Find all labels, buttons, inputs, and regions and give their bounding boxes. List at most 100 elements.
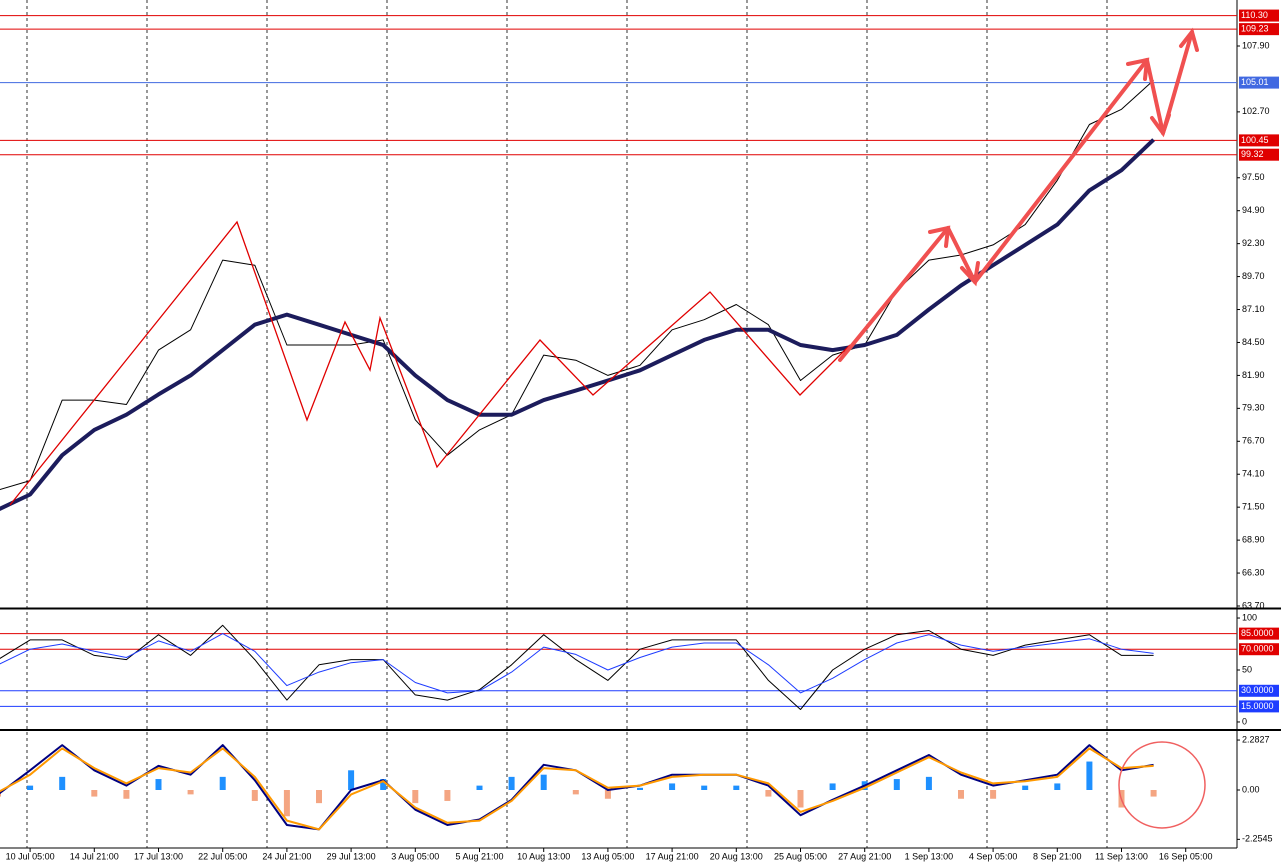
y-tick-label: 71.50 — [1242, 502, 1265, 512]
y-tick-label: 79.30 — [1242, 403, 1265, 413]
level-label: 109.23 — [1241, 24, 1269, 34]
x-tick-label: 14 Jul 21:00 — [70, 851, 119, 861]
series-line — [0, 624, 1154, 710]
x-tick-label: 10 Aug 13:00 — [517, 851, 570, 861]
series-line — [0, 747, 1154, 831]
histogram-bar — [283, 790, 290, 817]
y-tick-label: 100 — [1242, 612, 1257, 622]
histogram-bar — [476, 785, 483, 790]
plot: 10 Jul 05:00 14 Jul 21:00 17 Jul 13:00 22 J… — [0, 9, 1279, 861]
histogram-bar — [572, 790, 579, 795]
x-tick-label: 20 Aug 13:00 — [710, 851, 763, 861]
level-label: 99.32 — [1241, 149, 1264, 159]
arrow — [1161, 30, 1194, 135]
histogram-bar — [701, 785, 708, 790]
x-tick-label: 27 Aug 21:00 — [838, 851, 891, 861]
level-label-box — [1239, 9, 1279, 22]
histogram-bar — [251, 790, 258, 801]
x-tick-label: 3 Aug 05:00 — [391, 851, 439, 861]
zigzag — [9, 220, 851, 506]
x-tick-label: 11 Sep 13:00 — [1095, 851, 1148, 861]
level-label: 85.0000 — [1241, 628, 1274, 638]
series-line — [0, 633, 1154, 694]
y-tick-label: 74.10 — [1242, 469, 1265, 479]
y-tick-label: 0.00 — [1242, 784, 1260, 794]
y-tick-label: 102.70 — [1242, 106, 1270, 116]
x-tick-label: 16 Sep 05:00 — [1159, 851, 1213, 861]
y-tick-label: 66.30 — [1242, 567, 1265, 577]
y-tick-label: 0 — [1242, 716, 1247, 726]
level-label: 70.0000 — [1241, 644, 1274, 654]
y-tick-label: 2.2827 — [1242, 734, 1270, 744]
level-label-box — [1239, 700, 1279, 713]
x-tick-label: 13 Aug 05:00 — [581, 851, 634, 861]
histogram-bar — [893, 779, 900, 790]
histogram-bar — [733, 785, 740, 790]
x-tick-label: 5 Aug 21:00 — [455, 851, 503, 861]
histogram-bar — [508, 776, 515, 790]
histogram-bar — [316, 790, 322, 804]
arrows — [838, 27, 1199, 362]
histogram-bar — [604, 790, 611, 799]
histogram-bar — [1086, 761, 1093, 790]
y-tick-label: 84.50 — [1242, 337, 1265, 347]
level-label-box — [1239, 23, 1279, 36]
annotations — [9, 27, 1206, 829]
y-tick-label: 76.70 — [1242, 436, 1265, 446]
histogram-bar — [59, 776, 66, 790]
histogram-bar — [990, 790, 997, 799]
arrow — [838, 226, 950, 362]
level-label: 105.01 — [1241, 77, 1269, 87]
arrow — [973, 58, 1149, 284]
histogram-bar — [1022, 785, 1029, 790]
y-tick-label: 107.90 — [1242, 40, 1270, 50]
y-tick-label: 63.70 — [1242, 600, 1265, 610]
histogram-bar — [380, 779, 387, 790]
y-tick-label: 97.50 — [1242, 172, 1265, 182]
x-tick-label: 24 Jul 21:00 — [262, 851, 311, 861]
level-label-box — [1239, 148, 1279, 161]
x-tick-label: 17 Jul 13:00 — [134, 851, 183, 861]
histogram-bar — [1150, 790, 1157, 797]
level-label: 30.0000 — [1241, 685, 1274, 695]
arrow-head — [1179, 27, 1199, 52]
x-tick-label: 4 Sep 05:00 — [969, 851, 1018, 861]
histogram-bar — [637, 787, 643, 790]
level-label-box — [1239, 134, 1279, 147]
histogram-bar — [219, 776, 226, 790]
highlight-circle — [1118, 741, 1206, 829]
level-label-box — [1239, 627, 1279, 640]
histogram-bar — [765, 790, 772, 797]
histogram-bar — [829, 783, 836, 790]
y-tick-label: 92.30 — [1242, 238, 1265, 248]
histogram-bar — [27, 785, 34, 790]
histogram-bar — [412, 790, 419, 804]
histogram-bar — [444, 790, 451, 801]
level-label-box — [1239, 76, 1279, 89]
x-tick-label: 10 Jul 05:00 — [6, 851, 55, 861]
y-tick-label: 87.10 — [1242, 304, 1265, 314]
y-tick-label: 50 — [1242, 664, 1252, 674]
histogram-bar — [155, 779, 162, 790]
level-label-box — [1239, 684, 1279, 697]
histogram-bar — [669, 783, 676, 790]
level-label: 110.30 — [1241, 10, 1268, 20]
x-tick-label: 29 Jul 13:00 — [327, 851, 376, 861]
level-label: 100.45 — [1241, 135, 1269, 145]
x-tick-label: 8 Sep 21:00 — [1033, 851, 1082, 861]
histogram-bar — [1054, 783, 1061, 790]
x-tick-label: 1 Sep 13:00 — [905, 851, 954, 861]
level-label: 15.0000 — [1241, 701, 1274, 711]
histogram-bar — [348, 770, 355, 790]
arrow — [946, 226, 977, 284]
y-tick-label: 81.90 — [1242, 370, 1265, 380]
histogram-bar — [123, 790, 130, 799]
histogram-bar — [925, 776, 932, 790]
histogram-bar — [958, 790, 964, 799]
histogram-bar — [187, 790, 194, 795]
y-tick-label: 68.90 — [1242, 534, 1265, 544]
x-tick-label: 22 Jul 05:00 — [198, 851, 247, 861]
